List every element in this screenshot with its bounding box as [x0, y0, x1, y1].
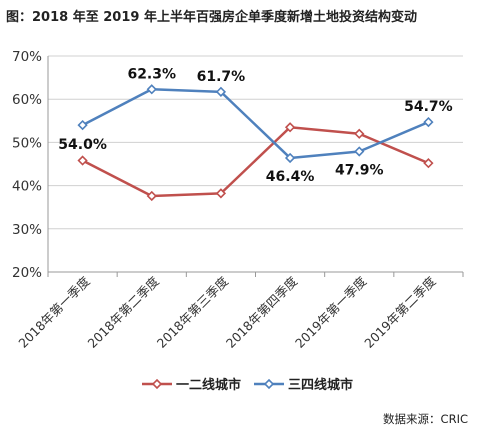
series	[77, 84, 434, 202]
data-label: 46.4%	[266, 169, 315, 185]
x-tick-label: 2019年第二季度	[361, 273, 439, 351]
y-tick-label: 60%	[12, 92, 42, 108]
legend: 一二线城市 三四线城市	[142, 377, 353, 393]
data-point-marker	[146, 84, 157, 95]
y-tick-label: 50%	[12, 135, 42, 151]
y-tick-label: 20%	[12, 265, 42, 281]
data-label: 47.9%	[335, 162, 384, 178]
x-tick-label: 2018年第四季度	[223, 273, 301, 351]
data-point-marker	[354, 146, 365, 157]
series-line-2	[82, 88, 429, 160]
legend-marker-1	[151, 378, 163, 390]
data-label: 62.3%	[127, 66, 176, 82]
chart-title: 图：2018 年至 2019 年上半年百强房企单季度新增土地投资结构变动	[6, 10, 417, 25]
legend-label: 一二线城市	[176, 377, 241, 393]
data-point-marker	[77, 155, 88, 166]
x-tick-label: 2019年第一季度	[292, 273, 370, 351]
data-point-marker	[354, 128, 365, 139]
data-point-marker	[215, 86, 227, 97]
legend-marker-2	[263, 378, 275, 390]
data-label: 61.7%	[197, 69, 246, 85]
data-label: 54.7%	[404, 99, 453, 115]
grid-lines	[48, 55, 463, 273]
y-tick-label: 70%	[12, 49, 42, 65]
x-tick-label: 2018年第一季度	[15, 273, 93, 351]
data-point-marker	[423, 116, 434, 128]
data-labels: 54.0% 62.3% 61.7% 46.4% 47.9% 54.7%	[58, 66, 452, 185]
data-point-marker	[284, 152, 296, 164]
data-point-marker	[146, 190, 157, 202]
data-point-marker	[284, 122, 296, 133]
data-label: 54.0%	[58, 137, 107, 153]
source-note: 数据来源：CRIC	[383, 412, 468, 426]
data-point-marker	[423, 158, 434, 169]
x-tick-label: 2018年第二季度	[85, 273, 163, 351]
y-tick-label: 40%	[12, 179, 42, 195]
axes: 20%30%40%50%60%70%2018年第一季度2018年第二季度2018…	[12, 49, 464, 351]
data-point-marker	[77, 119, 88, 131]
series-line-1	[82, 126, 429, 198]
data-point-marker	[215, 188, 227, 199]
legend-label: 三四线城市	[288, 377, 353, 393]
y-tick-label: 30%	[12, 222, 42, 238]
x-tick-label: 2018年第三季度	[154, 273, 232, 351]
